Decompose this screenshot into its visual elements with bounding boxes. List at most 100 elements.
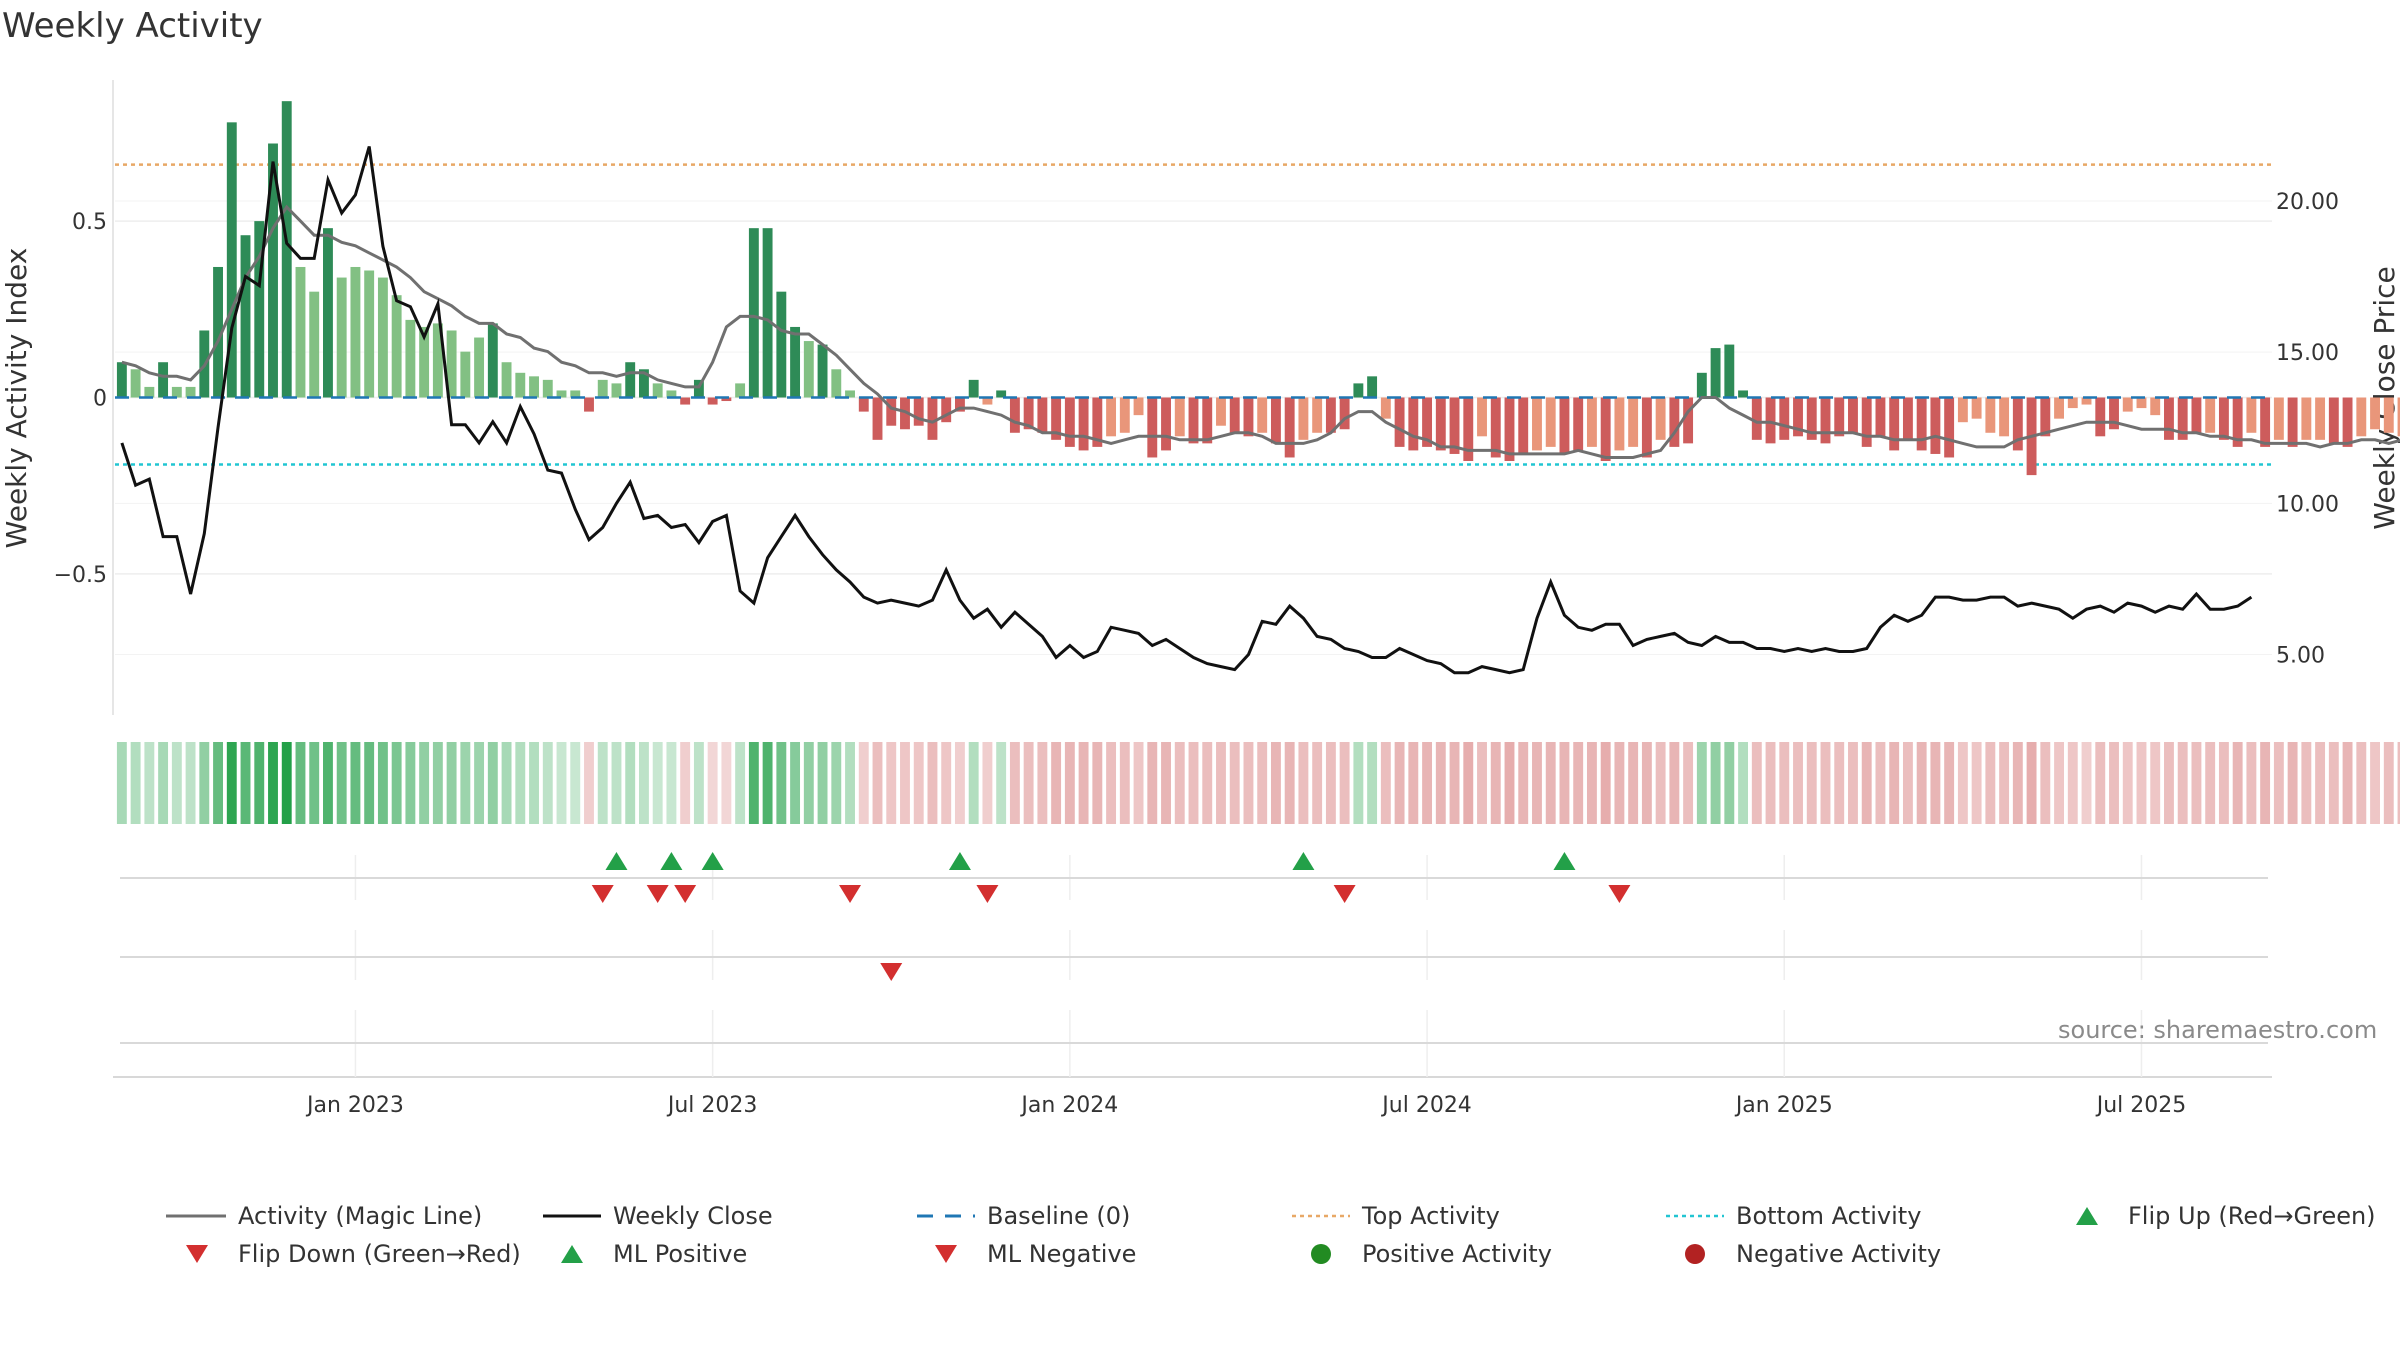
heat-strip-cell	[721, 742, 732, 824]
activity-bar	[1532, 397, 1542, 451]
heat-strip-cell	[1023, 742, 1034, 824]
heat-strip-cell	[116, 742, 127, 824]
heat-strip-cell	[2232, 742, 2243, 824]
activity-bar	[1586, 397, 1597, 447]
activity-bar	[350, 266, 361, 398]
activity-bar	[1133, 397, 1144, 416]
heat-strip-cell	[323, 742, 333, 824]
activity-bar	[1380, 397, 1391, 419]
activity-bar	[1325, 397, 1336, 433]
heat-strip-cell	[556, 742, 567, 824]
activity-bar	[1064, 397, 1075, 447]
activity-bar	[1834, 397, 1845, 437]
activity-bar	[1999, 397, 2010, 437]
heat-strip-cell	[1202, 742, 1213, 824]
legend-swatch-ml-negative	[935, 1245, 957, 1263]
activity-bar	[748, 228, 759, 398]
activity-bar	[1174, 397, 1185, 437]
x-tick-label: Jul 2025	[2095, 1093, 2187, 1118]
heat-strip-cell	[1161, 742, 1171, 824]
flip-down-marker	[1608, 885, 1631, 903]
heat-strip-cell	[1504, 742, 1515, 824]
activity-bar	[1188, 397, 1199, 444]
activity-bar	[968, 379, 979, 398]
heat-strip-cell	[336, 742, 347, 824]
heat-strip-cell	[2315, 742, 2326, 824]
heat-strip-cell	[2397, 742, 2400, 824]
heat-strip-cell	[1174, 742, 1185, 824]
heat-strip-cell	[1628, 742, 1639, 824]
heat-strip-cell	[1930, 742, 1941, 824]
heat-strip-cell	[1820, 742, 1831, 824]
activity-bar	[1229, 397, 1240, 433]
heat-strip-cell	[1394, 742, 1405, 824]
activity-bar	[226, 122, 237, 398]
activity-bar	[1106, 397, 1117, 437]
activity-bar	[2067, 397, 2078, 409]
activity-bar	[680, 397, 691, 405]
heat-strip-cell	[2383, 742, 2394, 824]
heat-strip-cell	[1545, 742, 1556, 824]
legend-label: ML Negative	[987, 1240, 1136, 1268]
activity-bar	[323, 228, 333, 398]
heat-strip-cell	[226, 742, 237, 824]
legend-item: Activity (Magic Line)	[166, 1202, 482, 1230]
activity-bar	[2012, 397, 2023, 451]
heat-strip-cell	[130, 742, 141, 824]
right-tick-label: 5.00	[2276, 644, 2325, 669]
flip-up-marker	[660, 852, 683, 870]
heat-strip-cell	[707, 742, 718, 824]
activity-bar	[1504, 397, 1515, 461]
activity-bar	[1023, 397, 1034, 430]
activity-bar	[281, 101, 292, 398]
heat-strip-cell	[1779, 742, 1790, 824]
activity-bar	[1243, 397, 1254, 437]
activity-bar	[364, 270, 375, 398]
heat-strip-cell	[515, 742, 526, 824]
heat-strip-cell	[1573, 742, 1584, 824]
activity-bar	[1957, 397, 1968, 423]
activity-bar	[336, 277, 347, 398]
heat-strip-cell	[158, 742, 169, 824]
heat-strip-cell	[1793, 742, 1803, 824]
legend-label: Top Activity	[1361, 1202, 1500, 1230]
source-credit: source: sharemaestro.com	[2058, 1016, 2378, 1044]
activity-bar	[2315, 397, 2326, 440]
activity-bar	[790, 326, 801, 398]
activity-bar	[2054, 397, 2064, 419]
activity-bar	[2136, 397, 2147, 409]
legend-item: Negative Activity	[1685, 1240, 1941, 1268]
heat-strip-cell	[927, 742, 938, 824]
activity-bar	[1161, 397, 1171, 451]
heat-strip-cell	[900, 742, 910, 824]
heat-strip-cell	[748, 742, 759, 824]
heat-strip-cell	[350, 742, 361, 824]
right-tick-label: 10.00	[2276, 492, 2339, 517]
heat-strip-cell	[1449, 742, 1460, 824]
heat-strip-cell	[872, 742, 883, 824]
activity-bar	[1477, 397, 1487, 437]
activity-bar	[213, 266, 223, 398]
activity-bar	[762, 228, 773, 398]
activity-bar	[295, 266, 306, 398]
activity-bar	[1463, 397, 1474, 461]
heat-strip-cell	[2067, 742, 2078, 824]
heat-strip-cell	[982, 742, 993, 824]
activity-bar	[1119, 397, 1130, 433]
heat-strip-cell	[542, 742, 553, 824]
heat-strip-cell	[1765, 742, 1776, 824]
heat-strip-cell	[1463, 742, 1474, 824]
heat-strip-cell	[2012, 742, 2023, 824]
heat-strip-cell	[1957, 742, 1968, 824]
heat-strip-cell	[1037, 742, 1048, 824]
activity-bar	[1669, 397, 1680, 447]
heat-strip-cell	[1284, 742, 1295, 824]
heat-strip-cell	[2081, 742, 2092, 824]
heat-strip-cell	[2205, 742, 2216, 824]
activity-bar	[1270, 397, 1281, 444]
legend-swatch-flip-down	[186, 1245, 208, 1263]
x-tick-label: Jan 2023	[305, 1093, 404, 1118]
activity-bar	[1779, 397, 1790, 440]
heat-strip-cell	[1600, 742, 1611, 824]
